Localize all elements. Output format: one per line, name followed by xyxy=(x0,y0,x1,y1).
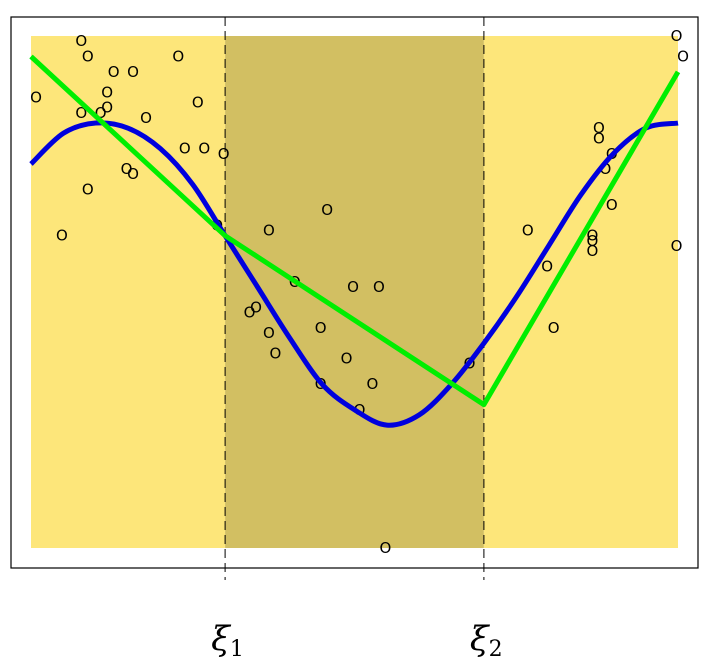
piecewise-linear-fit-line xyxy=(29,54,681,408)
data-point: O xyxy=(671,27,683,45)
data-point: O xyxy=(671,237,683,255)
data-point: O xyxy=(587,227,599,245)
data-point: O xyxy=(263,324,275,342)
data-point: O xyxy=(599,160,611,178)
region-band-1 xyxy=(31,36,226,548)
data-point: O xyxy=(347,278,359,296)
data-point: O xyxy=(541,257,553,275)
data-point: O xyxy=(101,83,113,101)
data-point: O xyxy=(373,278,385,296)
data-point: O xyxy=(198,140,210,158)
knot-lines xyxy=(224,17,485,580)
fitted-curves xyxy=(29,54,681,428)
data-point: O xyxy=(75,104,87,122)
data-point: O xyxy=(677,47,689,65)
data-point: O xyxy=(127,165,139,183)
smooth-fit-line xyxy=(29,120,679,428)
data-point: O xyxy=(95,104,107,122)
data-point: O xyxy=(82,47,94,65)
data-point: O xyxy=(82,181,94,199)
data-point: O xyxy=(30,88,42,106)
data-point: O xyxy=(101,99,113,117)
data-point: O xyxy=(315,319,327,337)
data-point: O xyxy=(218,145,230,163)
data-point: O xyxy=(179,140,191,158)
data-point: O xyxy=(140,109,152,127)
region-band-3 xyxy=(483,36,678,548)
data-point: O xyxy=(108,63,120,81)
data-point: O xyxy=(172,47,184,65)
data-point: O xyxy=(244,303,256,321)
data-point: O xyxy=(321,201,333,219)
data-point: O xyxy=(606,196,618,214)
data-point: O xyxy=(379,539,391,557)
data-point: O xyxy=(192,94,204,112)
data-point: O xyxy=(587,232,599,250)
region-band-2 xyxy=(225,36,484,548)
data-point: O xyxy=(593,129,605,147)
region-bands xyxy=(31,36,678,548)
data-point: O xyxy=(250,298,262,316)
data-point: O xyxy=(263,222,275,240)
data-point: O xyxy=(56,227,68,245)
data-point: O xyxy=(367,375,379,393)
data-point: O xyxy=(121,160,133,178)
data-point: O xyxy=(269,344,281,362)
data-point: O xyxy=(587,242,599,260)
data-point: O xyxy=(341,350,353,368)
data-point: O xyxy=(354,401,366,419)
knot-label-2: ξ2 xyxy=(470,619,503,662)
data-point: O xyxy=(75,32,87,50)
data-point: O xyxy=(522,222,534,240)
knot-label-1: ξ1 xyxy=(211,619,244,662)
data-point: O xyxy=(127,63,139,81)
data-point: O xyxy=(593,119,605,137)
knot-labels: ξ1 ξ2 xyxy=(211,619,503,662)
data-point: O xyxy=(548,319,560,337)
